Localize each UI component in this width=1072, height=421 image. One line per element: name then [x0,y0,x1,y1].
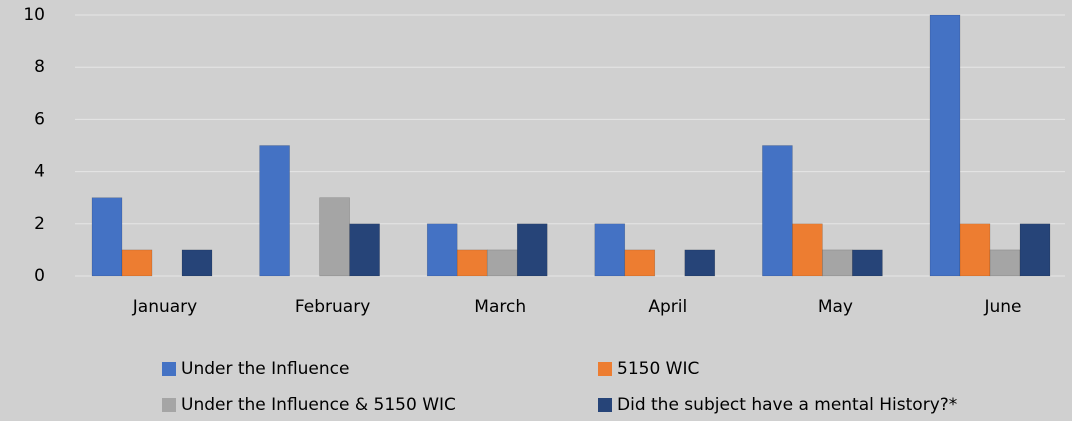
bar [684,249,716,277]
bar [792,223,823,277]
legend-swatch [162,398,176,412]
bar [624,249,656,277]
x-tick-label: February [295,297,370,317]
x-tick-label: January [132,297,197,317]
y-tick-label: 4 [34,162,45,182]
y-tick-label: 6 [34,109,45,129]
y-tick-label: 0 [34,266,45,286]
bar [426,223,458,277]
bar [959,223,991,277]
x-tick-label: June [983,297,1021,317]
bar [456,249,488,277]
bar [91,197,123,277]
bar [349,223,380,277]
legend-label: Under the Influence & 5150 WIC [181,395,456,415]
bar [762,145,793,277]
bar [259,145,290,277]
legend-label: Under the Influence [181,359,349,379]
bar [121,249,153,277]
bar [822,249,853,277]
x-tick-label: May [818,297,853,317]
bar [181,249,213,277]
legend-swatch [598,362,612,376]
bar [929,14,961,277]
bar [852,249,883,277]
bar [319,197,350,277]
legend-label: Did the subject have a mental History?* [617,395,957,415]
y-tick-label: 2 [34,214,45,234]
bar [1019,223,1051,277]
bar [516,223,548,277]
legend-swatch [598,398,612,412]
x-tick-label: March [474,297,526,317]
legend-label: 5150 WIC [617,359,699,379]
bar [486,249,518,277]
x-tick-label: April [648,297,687,317]
y-tick-label: 10 [23,5,45,25]
bar [594,223,626,277]
legend-swatch [162,362,176,376]
bar [989,249,1021,277]
y-tick-label: 8 [34,57,45,77]
